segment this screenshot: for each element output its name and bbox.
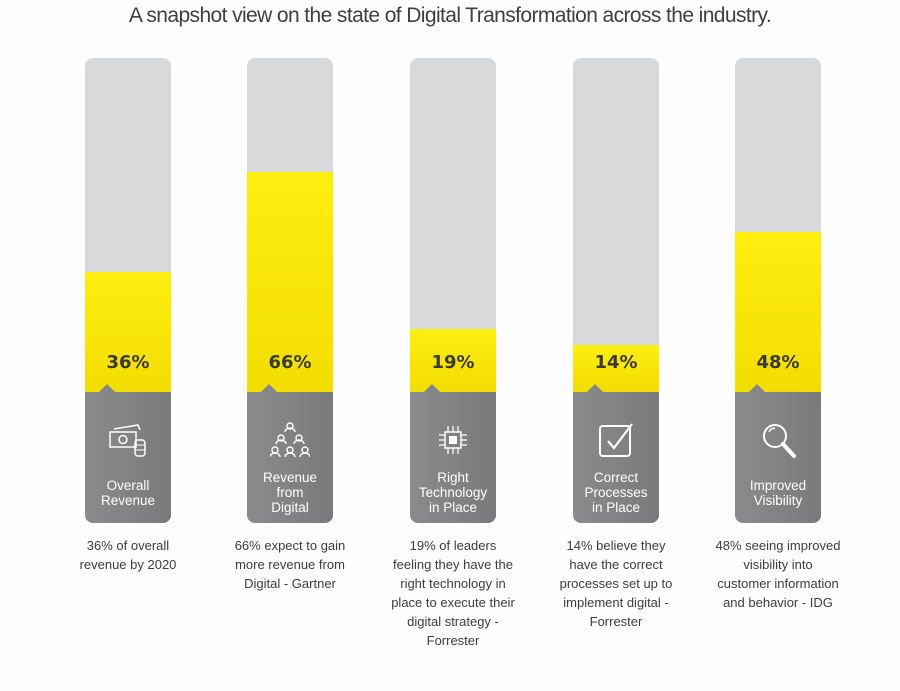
bar-category-panel: Correct Processes in Place [573,384,659,523]
pointer-notch [587,384,603,392]
bar-category-panel: Right Technology in Place [410,384,496,523]
bar-category-label: Revenue from Digital [262,470,318,515]
pointer-notch [261,384,277,392]
bar-track [410,58,496,392]
pointer-notch [424,384,440,392]
people-network-icon [270,422,310,458]
bar-description: 14% believe they have the correct proces… [559,538,673,629]
bar-description: 66% expect to gain more revenue from Dig… [234,538,346,591]
bar-fill [735,231,821,392]
bar-description: 48% seeing improved visibility into cust… [715,538,841,610]
bar-description: 19% of leaders feeling they have the rig… [391,538,515,648]
bar-category-panel: Overall Revenue [85,384,171,523]
bar-track [247,58,333,392]
bar-fill [247,171,333,392]
chip-icon [439,426,467,454]
bar-category-label: Improved Visibility [749,478,807,508]
bar-category-label: Overall Revenue [100,478,156,508]
bar-category-panel: Revenue from Digital [247,384,333,523]
bar-fill [410,328,496,392]
checkbox-icon [599,423,633,457]
bar-description: 36% of overall revenue by 2020 [79,538,177,572]
pointer-notch [749,384,765,392]
bar-value-label: 66% [268,352,312,373]
bar-fill [85,271,171,392]
money-coins-icon [109,424,146,457]
bar-category-label: Correct Processes in Place [584,470,648,515]
bar-value-label: 36% [106,352,150,373]
bar-track [573,58,659,392]
bar-value-label: 19% [431,352,475,373]
chart-title: A snapshot view on the state of Digital … [128,4,772,27]
magnifier-icon [763,424,796,458]
bar-category-label: Right Technology in Place [418,470,488,515]
bar-category-panel: Improved Visibility [735,384,821,523]
pointer-notch [99,384,115,392]
bar-value-label: 14% [594,352,638,373]
bar-track [85,58,171,392]
bar-value-label: 48% [756,352,800,373]
bar-track [735,58,821,392]
